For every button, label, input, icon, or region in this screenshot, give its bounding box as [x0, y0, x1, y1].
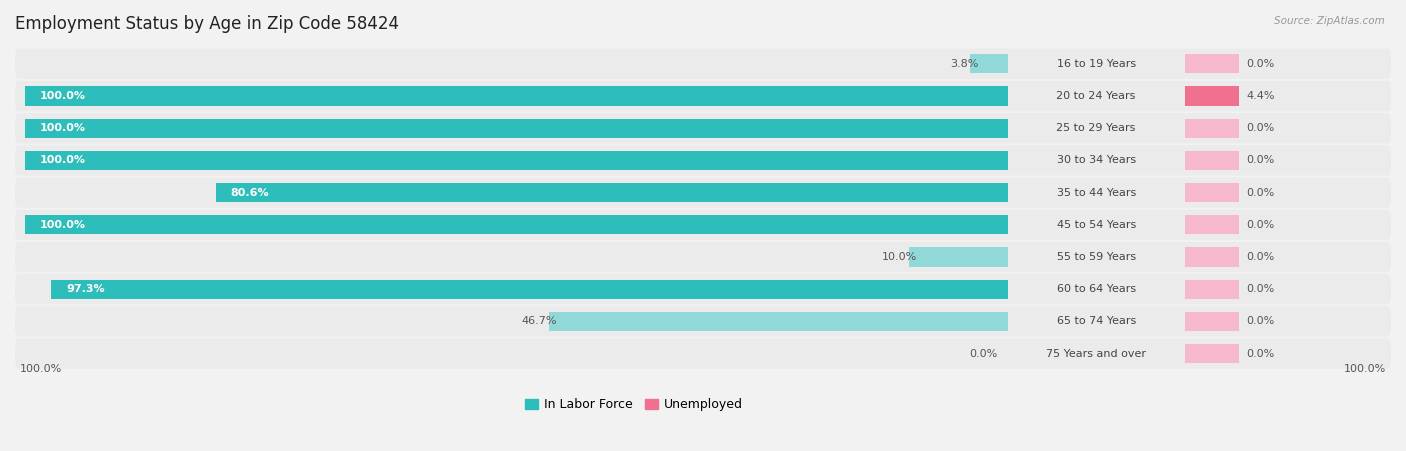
Text: 100.0%: 100.0%: [1344, 364, 1386, 373]
Text: 0.0%: 0.0%: [1247, 123, 1275, 133]
Text: 30 to 34 Years: 30 to 34 Years: [1056, 156, 1136, 166]
Text: 100.0%: 100.0%: [39, 123, 86, 133]
Text: 100.0%: 100.0%: [39, 220, 86, 230]
Text: Source: ZipAtlas.com: Source: ZipAtlas.com: [1274, 16, 1385, 26]
Text: 0.0%: 0.0%: [1247, 156, 1275, 166]
Text: 4.4%: 4.4%: [1247, 91, 1275, 101]
FancyBboxPatch shape: [15, 49, 1391, 79]
Text: 45 to 54 Years: 45 to 54 Years: [1056, 220, 1136, 230]
Text: 100.0%: 100.0%: [39, 156, 86, 166]
Text: 100.0%: 100.0%: [39, 91, 86, 101]
Text: 0.0%: 0.0%: [1247, 220, 1275, 230]
Bar: [1185, 86, 1239, 106]
Bar: [25, 215, 1008, 235]
Text: 65 to 74 Years: 65 to 74 Years: [1056, 317, 1136, 327]
FancyBboxPatch shape: [15, 145, 1391, 175]
FancyBboxPatch shape: [15, 242, 1391, 272]
Text: 46.7%: 46.7%: [522, 317, 557, 327]
Bar: [52, 280, 1008, 299]
Bar: [1185, 183, 1239, 202]
Text: 25 to 29 Years: 25 to 29 Years: [1056, 123, 1136, 133]
Text: 0.0%: 0.0%: [1247, 188, 1275, 198]
Bar: [215, 183, 1008, 202]
Bar: [1185, 344, 1239, 364]
Text: 3.8%: 3.8%: [950, 59, 979, 69]
FancyBboxPatch shape: [15, 306, 1391, 336]
Bar: [25, 119, 1008, 138]
Bar: [1185, 151, 1239, 170]
FancyBboxPatch shape: [15, 210, 1391, 240]
Bar: [548, 312, 1008, 331]
Bar: [1185, 312, 1239, 331]
Legend: In Labor Force, Unemployed: In Labor Force, Unemployed: [526, 398, 744, 411]
Bar: [1185, 247, 1239, 267]
Text: 0.0%: 0.0%: [970, 349, 998, 359]
Bar: [1185, 54, 1239, 74]
Bar: [25, 151, 1008, 170]
Bar: [1185, 119, 1239, 138]
Text: 20 to 24 Years: 20 to 24 Years: [1056, 91, 1136, 101]
Text: 35 to 44 Years: 35 to 44 Years: [1056, 188, 1136, 198]
Text: 0.0%: 0.0%: [1247, 284, 1275, 294]
Text: 80.6%: 80.6%: [231, 188, 269, 198]
Text: 97.3%: 97.3%: [66, 284, 104, 294]
Text: 0.0%: 0.0%: [1247, 252, 1275, 262]
FancyBboxPatch shape: [15, 81, 1391, 111]
Bar: [25, 86, 1008, 106]
Text: 0.0%: 0.0%: [1247, 317, 1275, 327]
Text: 75 Years and over: 75 Years and over: [1046, 349, 1146, 359]
Text: Employment Status by Age in Zip Code 58424: Employment Status by Age in Zip Code 584…: [15, 15, 399, 33]
Bar: [910, 247, 1008, 267]
FancyBboxPatch shape: [15, 178, 1391, 208]
FancyBboxPatch shape: [15, 274, 1391, 304]
FancyBboxPatch shape: [15, 339, 1391, 369]
Text: 0.0%: 0.0%: [1247, 59, 1275, 69]
Bar: [1185, 280, 1239, 299]
FancyBboxPatch shape: [15, 113, 1391, 143]
Text: 0.0%: 0.0%: [1247, 349, 1275, 359]
Bar: [1185, 215, 1239, 235]
Bar: [970, 54, 1008, 74]
Text: 100.0%: 100.0%: [20, 364, 62, 373]
Text: 16 to 19 Years: 16 to 19 Years: [1056, 59, 1136, 69]
Text: 10.0%: 10.0%: [882, 252, 917, 262]
Text: 55 to 59 Years: 55 to 59 Years: [1056, 252, 1136, 262]
Text: 60 to 64 Years: 60 to 64 Years: [1056, 284, 1136, 294]
